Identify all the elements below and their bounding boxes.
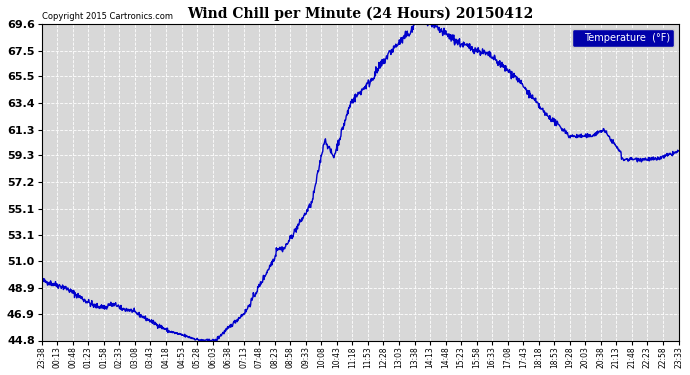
Text: Copyright 2015 Cartronics.com: Copyright 2015 Cartronics.com xyxy=(42,12,172,21)
Legend: Temperature  (°F): Temperature (°F) xyxy=(572,29,673,46)
Title: Wind Chill per Minute (24 Hours) 20150412: Wind Chill per Minute (24 Hours) 2015041… xyxy=(187,7,533,21)
